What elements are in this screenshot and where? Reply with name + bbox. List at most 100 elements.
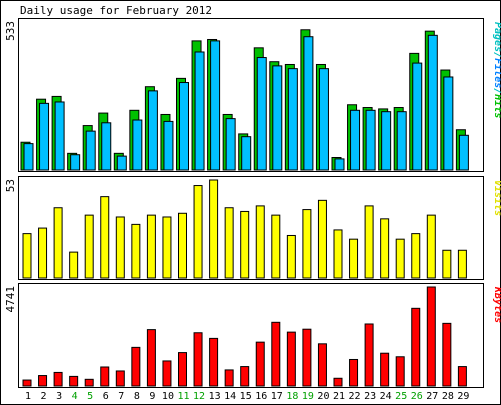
legend-top-item-2: Files xyxy=(492,58,501,88)
bar-kbytes-23 xyxy=(364,323,374,387)
x-tick-label-2: 2 xyxy=(41,391,47,402)
bar-visits-28 xyxy=(442,249,452,279)
bar-files-4 xyxy=(70,154,81,171)
bar-kbytes-28 xyxy=(442,322,452,387)
bar-visits-4 xyxy=(69,251,79,279)
x-tick-label-4: 4 xyxy=(72,391,78,402)
x-tick-label-14: 14 xyxy=(224,391,236,402)
bar-visits-12 xyxy=(193,185,203,279)
bar-kbytes-20 xyxy=(317,343,327,387)
x-tick-label-15: 15 xyxy=(240,391,252,402)
panel-middle-frame xyxy=(18,176,484,280)
bar-visits-3 xyxy=(53,207,63,279)
panel-bottom-max-label: 4741 xyxy=(4,286,17,313)
panel-bottom-legend: KBytes xyxy=(492,286,501,323)
x-tick-label-23: 23 xyxy=(364,391,376,402)
bar-visits-9 xyxy=(146,214,156,279)
bar-kbytes-7 xyxy=(115,370,125,387)
bar-files-7 xyxy=(116,155,127,171)
x-tick-label-13: 13 xyxy=(209,391,221,402)
bar-kbytes-22 xyxy=(349,358,359,387)
bar-files-14 xyxy=(225,118,236,171)
bar-kbytes-25 xyxy=(395,356,405,387)
legend-top-item-0: Pages xyxy=(492,22,501,52)
x-tick-label-19: 19 xyxy=(302,391,314,402)
bar-files-23 xyxy=(365,109,376,171)
bar-files-20 xyxy=(318,68,329,171)
bar-visits-27 xyxy=(426,214,436,279)
bar-visits-16 xyxy=(255,205,265,279)
panel-middle-legend: Visits xyxy=(492,180,501,216)
x-tick-label-11: 11 xyxy=(177,391,189,402)
bar-visits-2 xyxy=(38,227,48,279)
series-kbytes xyxy=(22,286,467,387)
x-tick-label-17: 17 xyxy=(271,391,283,402)
x-tick-label-27: 27 xyxy=(426,391,438,402)
x-tick-label-20: 20 xyxy=(317,391,329,402)
bar-kbytes-17 xyxy=(271,321,281,387)
x-tick-label-9: 9 xyxy=(149,391,155,402)
bar-kbytes-29 xyxy=(457,366,467,387)
bar-files-26 xyxy=(412,62,423,171)
panel-bottom-frame xyxy=(18,283,484,388)
x-tick-label-22: 22 xyxy=(349,391,361,402)
bar-visits-24 xyxy=(380,218,390,279)
legend-top-item-3: / xyxy=(492,88,501,94)
x-tick-label-6: 6 xyxy=(103,391,109,402)
x-tick-label-5: 5 xyxy=(87,391,93,402)
bar-files-8 xyxy=(132,119,143,171)
bar-visits-10 xyxy=(162,216,172,279)
bar-visits-29 xyxy=(457,249,467,279)
x-tick-label-16: 16 xyxy=(255,391,267,402)
bar-visits-19 xyxy=(302,209,312,279)
bar-kbytes-1 xyxy=(22,379,32,387)
x-tick-label-25: 25 xyxy=(395,391,407,402)
bar-kbytes-5 xyxy=(84,378,94,387)
bar-files-24 xyxy=(381,111,392,171)
bar-visits-5 xyxy=(84,214,94,279)
bar-files-11 xyxy=(179,82,189,171)
bar-visits-18 xyxy=(286,234,296,279)
bar-visits-25 xyxy=(395,238,405,279)
bar-kbytes-12 xyxy=(193,332,203,387)
bar-files-22 xyxy=(350,109,361,171)
bar-files-3 xyxy=(54,101,65,171)
bar-visits-26 xyxy=(411,233,421,279)
bar-files-9 xyxy=(147,90,158,171)
bar-visits-21 xyxy=(333,229,343,279)
bar-kbytes-4 xyxy=(69,375,79,387)
x-tick-label-7: 7 xyxy=(118,391,124,402)
x-axis-labels: 1 2 3 4 5 6 7 8 9 10 11 12 13 14 15 16 17 18 19 20 21 22 23 24 2… xyxy=(25,391,469,402)
bar-visits-22 xyxy=(349,238,359,279)
bar-kbytes-10 xyxy=(162,360,172,387)
bar-files-27 xyxy=(427,34,438,171)
bar-files-15 xyxy=(241,136,252,171)
bar-files-21 xyxy=(334,158,345,171)
x-tick-label-26: 26 xyxy=(411,391,423,402)
bar-visits-7 xyxy=(115,216,125,279)
panel-middle-max-label: 53 xyxy=(4,179,17,192)
bar-files-6 xyxy=(101,122,112,171)
bar-kbytes-9 xyxy=(146,329,156,387)
bar-kbytes-27 xyxy=(426,286,436,387)
bar-visits-15 xyxy=(240,210,250,279)
bar-kbytes-21 xyxy=(333,377,343,387)
bar-files-5 xyxy=(85,130,96,171)
bar-files-25 xyxy=(396,111,407,171)
bar-kbytes-24 xyxy=(380,352,390,387)
bar-files-19 xyxy=(303,36,314,171)
bar-kbytes-15 xyxy=(240,366,250,387)
bar-kbytes-3 xyxy=(53,371,63,387)
panel-top-max-label: 533 xyxy=(4,21,17,41)
bar-visits-8 xyxy=(131,223,141,279)
legend-top-item-4: Hits xyxy=(492,93,501,118)
bar-kbytes-8 xyxy=(131,346,141,387)
bar-kbytes-19 xyxy=(302,328,312,387)
bar-files-1 xyxy=(23,143,34,171)
series-files xyxy=(23,34,469,171)
bar-files-16 xyxy=(256,57,267,171)
bar-files-2 xyxy=(39,102,50,171)
bar-kbytes-13 xyxy=(209,337,219,387)
